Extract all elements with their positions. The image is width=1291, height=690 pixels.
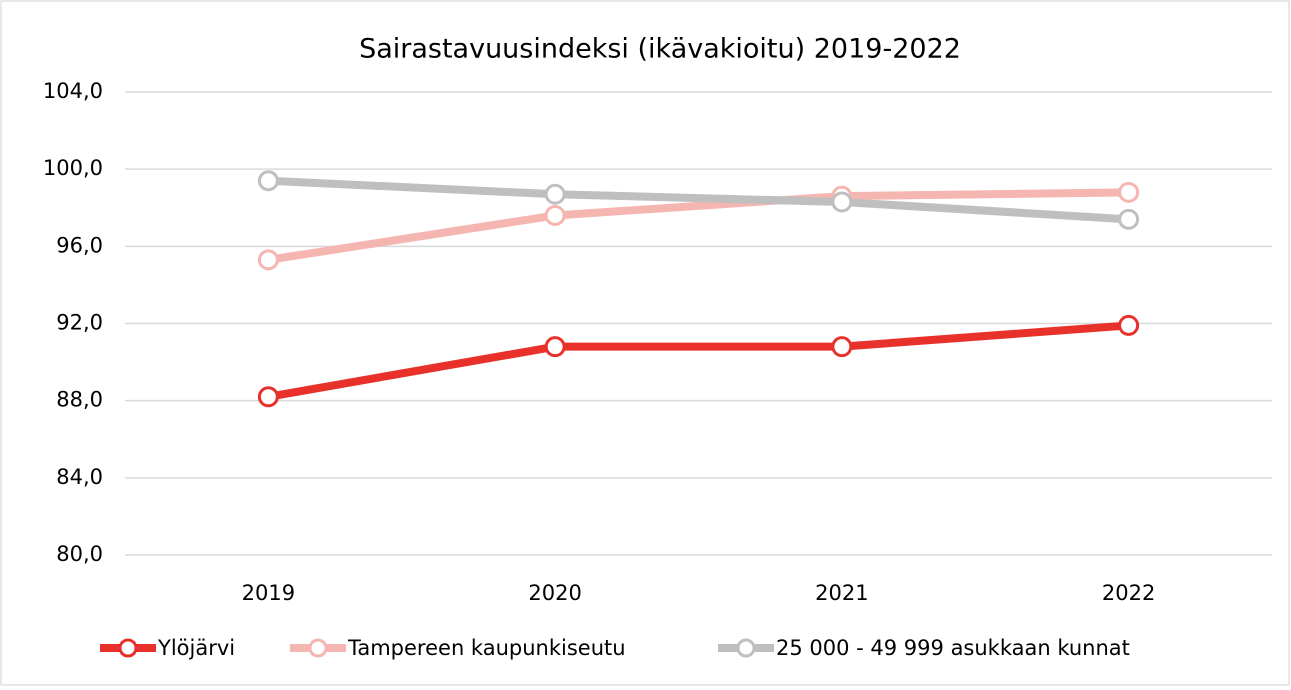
data-point — [831, 191, 853, 213]
legend-label: 25 000 - 49 999 asukkaan kunnat — [776, 636, 1130, 660]
legend-marker — [308, 638, 328, 658]
series-line — [267, 188, 1129, 264]
data-point — [831, 336, 853, 358]
data-point — [1118, 314, 1140, 336]
chart-title: Sairastavuusindeksi (ikävakioitu) 2019-2… — [359, 34, 961, 65]
data-point — [1118, 208, 1140, 230]
x-tick-label: 2020 — [528, 581, 581, 605]
series-line — [267, 321, 1129, 401]
y-tick-label: 96,0 — [56, 233, 103, 257]
x-tick-label: 2022 — [1102, 581, 1155, 605]
y-tick-label: 84,0 — [56, 465, 103, 489]
y-tick-label: 104,0 — [43, 79, 103, 103]
y-tick-label: 100,0 — [43, 156, 103, 180]
legend-marker — [736, 638, 756, 658]
data-point — [544, 204, 566, 226]
y-tick-label: 80,0 — [56, 542, 103, 566]
legend-label: Tampereen kaupunkiseutu — [347, 636, 626, 660]
legend-label: Ylöjärvi — [157, 636, 235, 660]
y-tick-label: 92,0 — [56, 311, 103, 335]
x-tick-label: 2019 — [242, 581, 295, 605]
data-point — [257, 386, 279, 408]
x-tick-label: 2021 — [815, 581, 868, 605]
y-tick-label: 88,0 — [56, 388, 103, 412]
data-point — [544, 183, 566, 205]
data-point — [1118, 181, 1140, 203]
data-point — [257, 249, 279, 271]
legend-marker — [118, 638, 138, 658]
data-point — [257, 170, 279, 192]
data-point — [544, 336, 566, 358]
series-line — [268, 176, 1129, 224]
